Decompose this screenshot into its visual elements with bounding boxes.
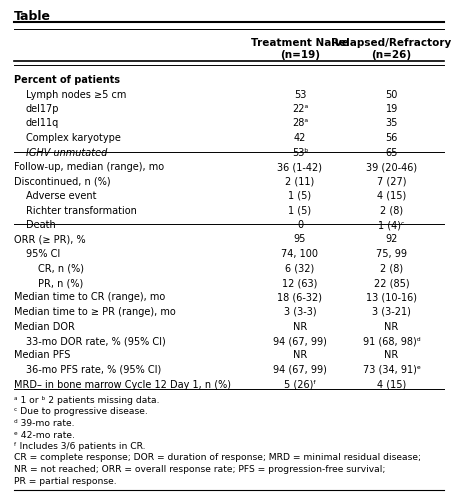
Text: Discontinued, n (%): Discontinued, n (%) [14,176,110,186]
Text: NR: NR [293,322,307,332]
Text: MRD– in bone marrow Cycle 12 Day 1, n (%): MRD– in bone marrow Cycle 12 Day 1, n (%… [14,380,231,390]
Text: Treatment Naive: Treatment Naive [251,38,349,48]
Text: 53ᵇ: 53ᵇ [292,148,308,158]
Text: 36 (1-42): 36 (1-42) [278,162,322,172]
Text: NR: NR [384,350,399,360]
Text: 94 (67, 99): 94 (67, 99) [273,336,327,346]
Text: 74, 100: 74, 100 [282,249,318,259]
Text: ᵉ 42-mo rate.: ᵉ 42-mo rate. [14,430,75,440]
Text: 92: 92 [385,234,398,244]
Text: IGHV unmutated: IGHV unmutated [26,148,107,158]
Text: Complex karyotype: Complex karyotype [26,133,120,143]
Text: ᵃ 1 or ᵇ 2 patients missing data.: ᵃ 1 or ᵇ 2 patients missing data. [14,396,159,405]
Text: PR = partial response.: PR = partial response. [14,476,116,486]
Text: 65: 65 [385,148,398,158]
Text: 3 (3-21): 3 (3-21) [372,307,411,317]
Text: 94 (67, 99): 94 (67, 99) [273,365,327,375]
Text: 75, 99: 75, 99 [376,249,407,259]
Text: ᶜ Due to progressive disease.: ᶜ Due to progressive disease. [14,408,147,416]
Text: Death: Death [26,220,55,230]
Text: CR = complete response; DOR = duration of response; MRD = minimal residual disea: CR = complete response; DOR = duration o… [14,454,421,462]
Text: 28ᵃ: 28ᵃ [292,118,308,128]
Text: 39 (20-46): 39 (20-46) [366,162,417,172]
Text: PR, n (%): PR, n (%) [38,278,83,288]
Text: Median DOR: Median DOR [14,322,75,332]
Text: ᶠ Includes 3/6 patients in CR.: ᶠ Includes 3/6 patients in CR. [14,442,145,451]
Text: 4 (15): 4 (15) [377,191,406,201]
Text: ᵈ 39-mo rate.: ᵈ 39-mo rate. [14,419,74,428]
Text: 12 (63): 12 (63) [282,278,318,288]
Text: 13 (10-16): 13 (10-16) [366,292,417,302]
Text: Median PFS: Median PFS [14,350,70,360]
Text: Median time to ≥ PR (range), mo: Median time to ≥ PR (range), mo [14,307,175,317]
Text: (n=19): (n=19) [280,50,320,60]
Text: 42: 42 [294,133,306,143]
Text: 95: 95 [294,234,306,244]
Text: 4 (15): 4 (15) [377,380,406,390]
Text: 18 (6-32): 18 (6-32) [278,292,322,302]
Text: 56: 56 [385,133,398,143]
Text: 95% CI: 95% CI [26,249,60,259]
Text: del17p: del17p [26,104,59,114]
Text: 7 (27): 7 (27) [377,176,406,186]
Text: 1 (4)ᶜ: 1 (4)ᶜ [378,220,405,230]
Text: 0: 0 [297,220,303,230]
Text: Percent of patients: Percent of patients [14,75,120,85]
Text: 22ᵃ: 22ᵃ [292,104,308,114]
Text: 22 (85): 22 (85) [374,278,409,288]
Text: Median time to CR (range), mo: Median time to CR (range), mo [14,292,165,302]
Text: del11q: del11q [26,118,59,128]
Text: 35: 35 [385,118,398,128]
Text: 33-mo DOR rate, % (95% CI): 33-mo DOR rate, % (95% CI) [26,336,165,346]
Text: 91 (68, 98)ᵈ: 91 (68, 98)ᵈ [363,336,420,346]
Text: NR: NR [293,350,307,360]
Text: 19: 19 [386,104,398,114]
Text: NR: NR [384,322,399,332]
Text: Lymph nodes ≥5 cm: Lymph nodes ≥5 cm [26,90,126,100]
Text: 1 (5): 1 (5) [289,191,311,201]
Text: Richter transformation: Richter transformation [26,206,136,216]
Text: 53: 53 [294,90,306,100]
Text: 73 (34, 91)ᵉ: 73 (34, 91)ᵉ [363,365,420,375]
Text: 2 (8): 2 (8) [380,206,403,216]
Text: 1 (5): 1 (5) [289,206,311,216]
Text: (n=26): (n=26) [371,50,412,60]
Text: 36-mo PFS rate, % (95% CI): 36-mo PFS rate, % (95% CI) [26,365,161,375]
Text: 2 (8): 2 (8) [380,264,403,274]
Text: Adverse event: Adverse event [26,191,96,201]
Text: CR, n (%): CR, n (%) [38,264,84,274]
Text: ORR (≥ PR), %: ORR (≥ PR), % [14,234,85,244]
Text: 2 (11): 2 (11) [285,176,315,186]
Text: 5 (26)ᶠ: 5 (26)ᶠ [284,380,316,390]
Text: 6 (32): 6 (32) [285,264,315,274]
Text: 3 (3-3): 3 (3-3) [284,307,316,317]
Text: NR = not reached; ORR = overall response rate; PFS = progression-free survival;: NR = not reached; ORR = overall response… [14,465,385,474]
Text: 50: 50 [385,90,398,100]
Text: Table: Table [14,10,51,23]
Text: Follow-up, median (range), mo: Follow-up, median (range), mo [14,162,164,172]
Text: Relapsed/Refractory: Relapsed/Refractory [332,38,452,48]
